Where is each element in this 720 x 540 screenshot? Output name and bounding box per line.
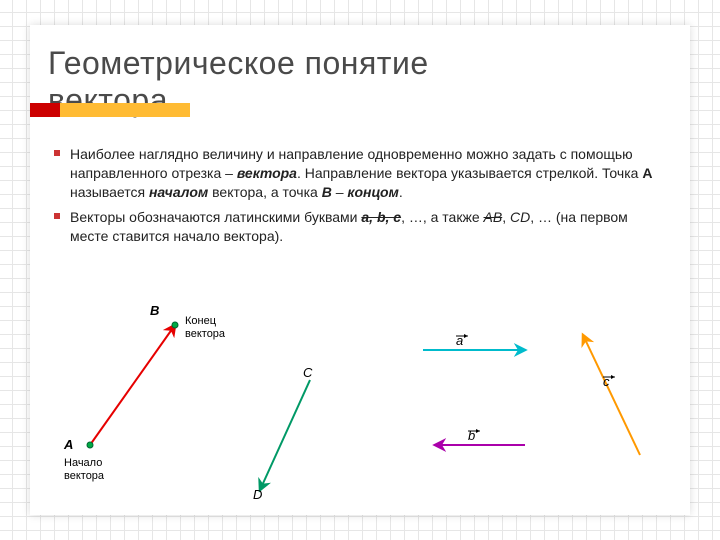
label-Начало-вектора: Началовектора: [64, 457, 104, 483]
label-B: B: [150, 303, 159, 319]
label-A: A: [64, 437, 73, 453]
point: [87, 442, 93, 448]
label-c: c: [603, 374, 610, 390]
bullet-1: Векторы обозначаются латинскими буквами …: [54, 208, 666, 246]
bullet-0: Наиболее наглядно величину и направление…: [54, 145, 666, 202]
label-C: C: [303, 365, 312, 381]
label-a: a: [456, 333, 463, 349]
vector-CD: [260, 380, 310, 490]
vector-AB: [90, 325, 175, 445]
slide: Геометрическое понятие вектора Наиболее …: [30, 25, 690, 515]
body-text: Наиболее наглядно величину и направление…: [54, 145, 666, 251]
title-line1: Геометрическое понятие: [48, 45, 429, 81]
vector-c: [583, 335, 640, 455]
title-underline: [30, 103, 190, 117]
label-D: D: [253, 487, 262, 503]
label-Конец-вектора: Конецвектора: [185, 315, 225, 341]
label-b: b: [468, 428, 475, 444]
title-block: Геометрическое понятие вектора: [48, 45, 668, 119]
point: [172, 322, 178, 328]
